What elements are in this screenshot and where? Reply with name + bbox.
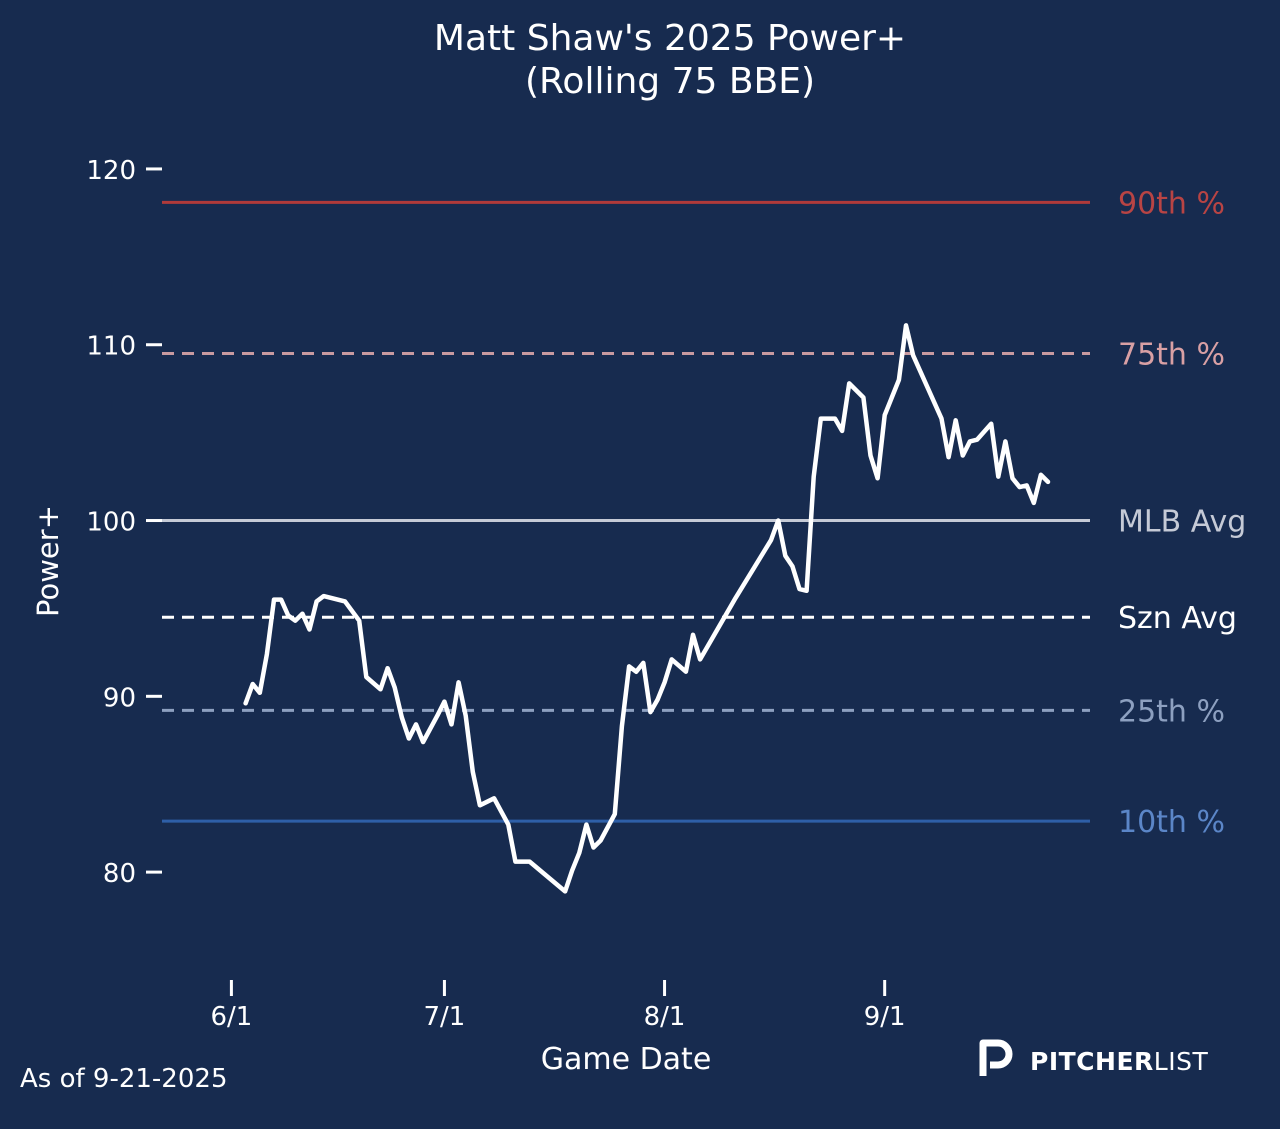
y-tick-label: 100 [86,508,136,538]
y-axis-label: Power+ [31,505,65,617]
series-line [243,323,1051,894]
x-axis: 6/1 7/1 8/1 9/1 [210,980,906,1032]
x-axis-label: Game Date [541,1042,712,1077]
ref-label-p10: 10th % [1118,805,1225,840]
ref-label-p25: 25th % [1118,694,1225,729]
chart-title: Matt Shaw's 2025 Power+ [434,18,906,59]
ref-label-p75: 75th % [1118,338,1225,373]
chart-subtitle: (Rolling 75 BBE) [525,61,815,102]
brand-bold: PITCHER [1030,1047,1154,1076]
y-tick-label: 110 [86,332,136,362]
series-group [243,323,1051,894]
y-tick-label: 90 [103,683,136,713]
ref-label-szn_avg: Szn Avg [1118,601,1237,636]
y-tick-label: 80 [103,859,136,889]
as-of-date: As of 9-21-2025 [20,1064,227,1094]
pitcherlist-logo: PITCHERLIST [979,1039,1208,1076]
x-tick-label: 7/1 [424,1002,466,1032]
x-tick-label: 9/1 [864,1002,906,1032]
y-tick-label: 120 [86,156,136,186]
brand-light: LIST [1154,1047,1209,1076]
y-axis: 80 90 100 110 120 [86,156,162,889]
ref-label-mlb_avg: MLB Avg [1118,505,1246,540]
ref-label-p90: 90th % [1118,186,1225,221]
x-tick-label: 8/1 [644,1002,686,1032]
pitcherlist-p-icon [979,1039,1013,1076]
x-tick-label: 6/1 [210,1002,252,1032]
pitcherlist-wordmark: PITCHERLIST [1030,1047,1208,1076]
